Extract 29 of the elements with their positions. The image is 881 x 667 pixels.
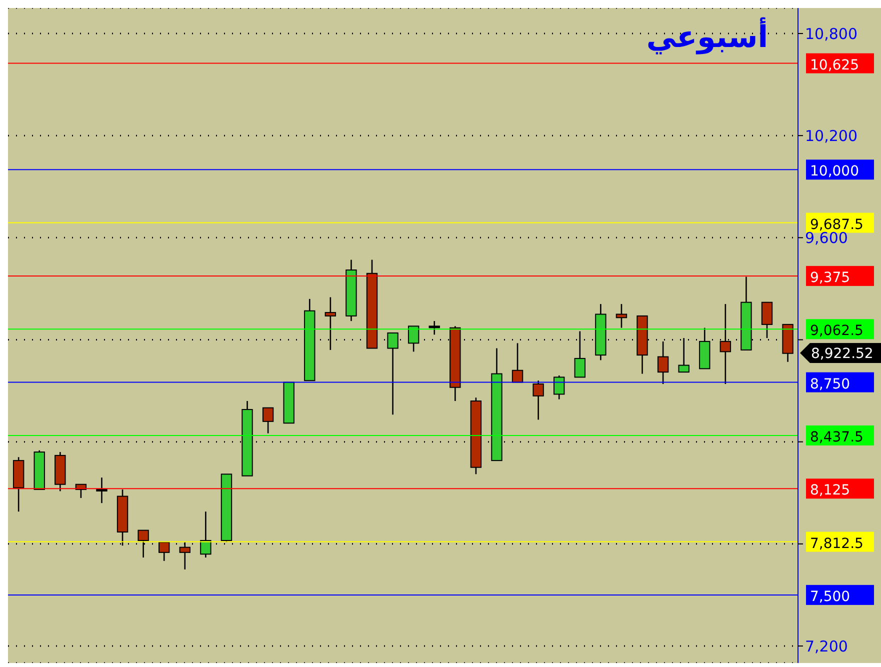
ref-line-label: 7,500	[810, 588, 850, 605]
text: 8,922.52	[811, 346, 874, 362]
ref-line-label: 9,375	[810, 270, 850, 286]
candlestick	[262, 407, 274, 434]
candlestick	[574, 330, 586, 378]
candlestick	[657, 340, 669, 385]
candlestick	[678, 337, 690, 373]
candlestick	[200, 510, 212, 558]
candlestick	[761, 302, 773, 339]
candlestick	[179, 542, 190, 570]
candlestick	[408, 325, 420, 352]
ref-line-label: 10,000	[810, 164, 859, 180]
ref-line-label: 8,125	[810, 482, 850, 499]
ref-line-label: 9,687.5	[810, 216, 864, 233]
ref-line-label: 9,062.5	[810, 323, 864, 340]
candlestick	[512, 342, 524, 383]
ref-line-label: 8,750	[810, 376, 850, 392]
y-tick-label: 10,200	[805, 126, 858, 145]
candlestick	[532, 380, 544, 420]
y-tick-label: 7,200	[805, 637, 848, 656]
candlestick	[96, 476, 108, 504]
ref-line-label: 8,437.5	[810, 429, 864, 446]
ref-line-label: 10,625	[810, 57, 859, 74]
y-tick-label: 10,800	[805, 24, 858, 43]
candlestick	[616, 303, 628, 328]
candlestick	[554, 374, 565, 400]
ref-line-label: 7,812.5	[810, 536, 864, 552]
candlestick	[428, 320, 440, 336]
candlestick	[158, 542, 170, 562]
